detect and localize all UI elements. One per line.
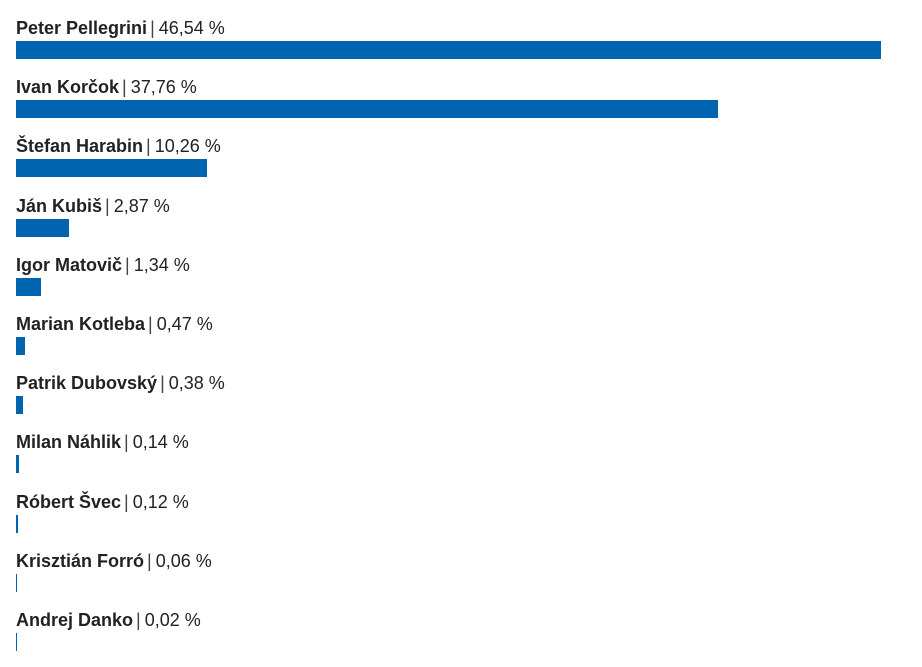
result-bar [16, 455, 19, 474]
bar-track [16, 573, 881, 592]
result-bar [16, 396, 24, 415]
bar-track [16, 633, 881, 651]
result-bar [16, 337, 25, 355]
candidate-percentage: 0,12 % [132, 491, 189, 512]
label-separator: | [124, 432, 129, 453]
label-separator: | [148, 314, 153, 334]
label-separator: | [105, 195, 110, 216]
candidate-row: Igor Matovič | 1,34 % [16, 253, 886, 312]
result-bar [16, 159, 207, 178]
candidate-label: Krisztián Forró | 0,06 % [16, 549, 212, 573]
label-separator: | [146, 136, 151, 157]
candidate-name: Marian Kotleba [16, 314, 146, 334]
candidate-row: Ivan Korčok | 37,76 % [16, 75, 886, 134]
candidate-percentage: 0,02 % [144, 610, 201, 630]
candidate-row: Róbert Švec | 0,12 % [16, 490, 886, 549]
bar-track [16, 396, 881, 415]
candidate-name: Igor Matovič [16, 254, 123, 275]
label-separator: | [124, 491, 129, 512]
candidate-percentage: 37,76 % [130, 77, 197, 98]
candidate-row: Andrej Danko | 0,02 % [16, 608, 886, 667]
candidate-label: Peter Pellegrini | 46,54 % [16, 16, 225, 40]
candidate-row: Krisztián Forró | 0,06 % [16, 549, 886, 608]
bar-track [16, 455, 881, 474]
candidate-name: Krisztián Forró [16, 550, 145, 571]
bar-track [16, 100, 881, 119]
candidate-name: Milan Náhlik [16, 432, 122, 453]
result-bar [16, 573, 18, 592]
label-separator: | [122, 77, 127, 98]
candidate-label: Andrej Danko | 0,02 % [16, 608, 201, 632]
candidate-label: Milan Náhlik | 0,14 % [16, 430, 189, 454]
candidate-row: Marian Kotleba | 0,47 % [16, 312, 886, 371]
candidate-row: Milan Náhlik | 0,14 % [16, 430, 886, 489]
candidate-percentage: 46,54 % [158, 18, 225, 38]
candidate-row: Štefan Harabin | 10,26 % [16, 134, 886, 193]
result-bar [16, 41, 881, 59]
candidate-label: Marian Kotleba | 0,47 % [16, 312, 213, 336]
candidate-percentage: 2,87 % [113, 195, 170, 216]
candidate-name: Štefan Harabin [16, 136, 144, 157]
candidate-label: Štefan Harabin | 10,26 % [16, 134, 221, 158]
candidate-percentage: 1,34 % [133, 254, 190, 275]
candidate-label: Róbert Švec | 0,12 % [16, 490, 189, 514]
label-separator: | [160, 373, 165, 394]
result-bar [16, 514, 19, 533]
result-bar [16, 218, 70, 237]
candidate-label: Igor Matovič | 1,34 % [16, 253, 190, 277]
bar-track [16, 218, 881, 237]
candidate-label: Patrik Dubovský | 0,38 % [16, 371, 225, 395]
result-bar [16, 100, 718, 119]
bar-track [16, 41, 881, 59]
bar-track [16, 277, 881, 296]
candidate-label: Ján Kubiš | 2,87 % [16, 194, 170, 218]
candidate-label: Ivan Korčok | 37,76 % [16, 75, 197, 99]
candidate-percentage: 0,47 % [156, 314, 213, 334]
candidate-name: Andrej Danko [16, 610, 134, 630]
candidate-row: Peter Pellegrini | 46,54 % [16, 16, 886, 75]
candidate-row: Ján Kubiš | 2,87 % [16, 194, 886, 253]
candidate-name: Patrik Dubovský [16, 373, 158, 394]
bar-track [16, 514, 881, 533]
label-separator: | [150, 18, 155, 38]
label-separator: | [136, 610, 141, 630]
bar-track [16, 337, 881, 355]
label-separator: | [147, 550, 152, 571]
bar-track [16, 159, 881, 178]
candidate-row: Patrik Dubovský | 0,38 % [16, 371, 886, 430]
candidate-percentage: 10,26 % [154, 136, 221, 157]
result-bar [16, 277, 41, 296]
label-separator: | [125, 254, 130, 275]
candidate-percentage: 0,38 % [168, 373, 225, 394]
candidate-percentage: 0,06 % [155, 550, 212, 571]
candidate-percentage: 0,14 % [132, 432, 189, 453]
candidate-name: Róbert Švec [16, 491, 122, 512]
candidate-name: Ivan Korčok [16, 77, 120, 98]
candidate-name: Peter Pellegrini [16, 18, 148, 38]
candidate-name: Ján Kubiš [16, 195, 103, 216]
